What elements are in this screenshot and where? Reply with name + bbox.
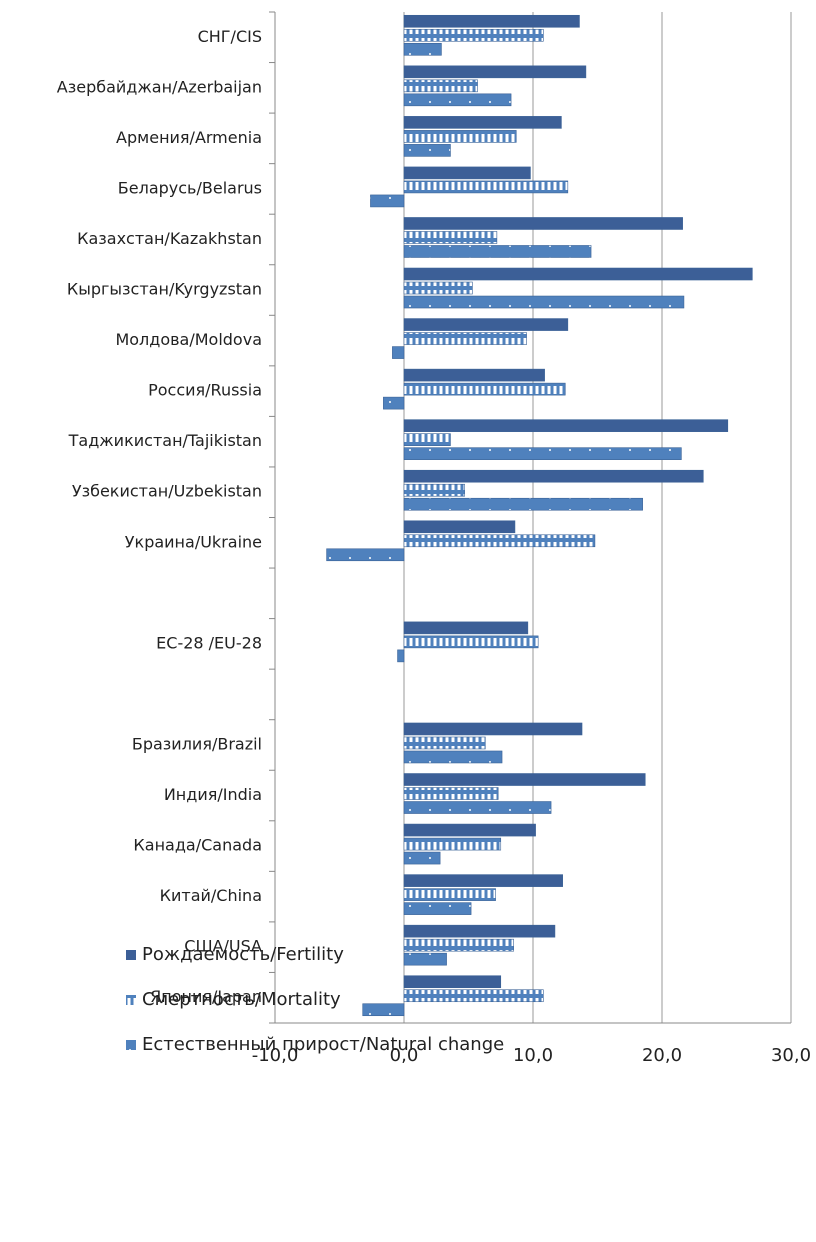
bar <box>403 447 682 460</box>
bar <box>403 497 643 511</box>
bar <box>403 231 498 244</box>
bar <box>370 194 405 208</box>
x-tick-label: 20,0 <box>642 1045 682 1066</box>
bar <box>403 130 517 143</box>
bar <box>403 419 729 432</box>
bar <box>403 902 472 915</box>
legend-swatch <box>126 1040 136 1050</box>
y-tick-label: ЕС-28 /EU-28 <box>156 633 262 652</box>
y-tick-label: Россия/Russia <box>148 381 262 400</box>
bar <box>403 295 685 309</box>
bar <box>403 888 496 901</box>
bar <box>403 823 536 837</box>
y-tick-label: Узбекистан/Uzbekistan <box>72 482 262 501</box>
bar <box>403 837 502 851</box>
bar <box>383 396 405 410</box>
y-tick-label: Украина/Ukraine <box>125 532 262 551</box>
bar <box>403 116 562 129</box>
bar <box>403 621 529 635</box>
bar <box>403 924 556 938</box>
x-tick-label: 10,0 <box>513 1045 553 1066</box>
bar <box>403 534 596 548</box>
bar <box>326 548 405 562</box>
bar <box>403 79 478 93</box>
bar <box>403 318 569 331</box>
y-tick-label: Канада/Canada <box>133 836 262 855</box>
bar <box>362 1003 405 1017</box>
bar <box>403 520 516 534</box>
bar <box>403 851 441 865</box>
bar <box>403 483 465 497</box>
y-tick-label: США/USA <box>184 937 262 956</box>
y-tick-label: Индия/India <box>164 785 262 804</box>
bar <box>403 635 539 649</box>
bar <box>403 332 527 345</box>
legend-label: Естественный прирост/Natural change <box>142 1034 504 1055</box>
bar <box>403 368 545 382</box>
legend-swatch <box>126 950 136 960</box>
x-tick-label: 0,0 <box>390 1045 419 1066</box>
bar <box>403 938 514 952</box>
y-tick-label: Япония/Japan <box>150 987 262 1006</box>
y-tick-label: Кыргызстан/Kyrgyzstan <box>67 280 262 299</box>
legend-swatch <box>126 995 136 1005</box>
legend-label: Смертность/Mortality <box>142 989 341 1010</box>
bar <box>403 217 683 230</box>
y-tick-label: Беларусь/Belarus <box>118 178 262 197</box>
bar <box>392 346 405 359</box>
bar <box>403 144 451 157</box>
bar <box>397 649 405 663</box>
bar <box>403 469 704 483</box>
bar <box>403 166 531 180</box>
bar <box>403 245 592 258</box>
bar <box>403 382 566 396</box>
bar <box>403 42 442 56</box>
bar <box>403 989 544 1003</box>
y-tick-label: Казахстан/Kazakhstan <box>77 229 262 248</box>
bar <box>403 722 583 736</box>
bar <box>403 787 499 800</box>
legend-label: Рождаемость/Fertility <box>142 944 344 965</box>
bar <box>403 93 512 107</box>
bar <box>403 801 552 814</box>
bar <box>403 750 503 764</box>
bar <box>403 281 473 295</box>
y-tick-label: Азербайджан/Azerbaijan <box>57 77 262 96</box>
bar <box>403 975 502 989</box>
bar <box>403 773 646 786</box>
bar <box>403 736 486 750</box>
bar <box>403 180 569 194</box>
y-tick-label: Молдова/Moldova <box>115 330 262 349</box>
y-tick-label: Армения/Armenia <box>116 128 262 147</box>
bar <box>403 65 587 79</box>
x-tick-label: 30,0 <box>771 1045 811 1066</box>
bar <box>403 433 451 446</box>
y-tick-label: СНГ/CIS <box>198 27 262 46</box>
bar <box>403 267 753 281</box>
y-tick-label: Китай/China <box>160 886 262 905</box>
bar <box>403 874 563 887</box>
bar <box>403 14 580 28</box>
bar <box>403 952 447 966</box>
y-tick-label: Бразилия/Brazil <box>132 734 262 753</box>
bar <box>403 28 544 42</box>
x-tick-label: -10,0 <box>252 1045 299 1066</box>
y-tick-label: Таджикистан/Tajikistan <box>68 431 262 450</box>
